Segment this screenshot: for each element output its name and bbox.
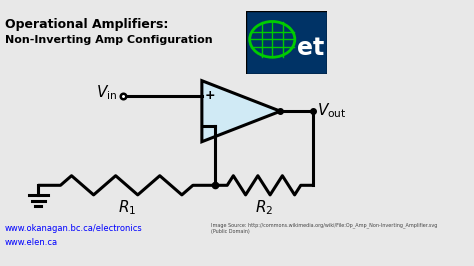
Text: $V_{\mathrm{out}}$: $V_{\mathrm{out}}$ (318, 101, 347, 120)
Text: −: − (204, 118, 216, 132)
FancyBboxPatch shape (246, 11, 327, 74)
Text: Operational Amplifiers:: Operational Amplifiers: (5, 18, 168, 31)
Text: Image Source: http://commons.wikimedia.org/wiki/File:Op_Amp_Non-Inverting_Amplif: Image Source: http://commons.wikimedia.o… (210, 222, 437, 234)
Text: +: + (204, 89, 215, 102)
Text: et: et (297, 36, 325, 60)
Text: www.okanagan.bc.ca/electronics: www.okanagan.bc.ca/electronics (5, 223, 143, 232)
Text: $R_1$: $R_1$ (118, 199, 136, 217)
Text: Non-Inverting Amp Configuration: Non-Inverting Amp Configuration (5, 35, 212, 45)
Text: $R_2$: $R_2$ (255, 199, 273, 217)
Text: $V_{\mathrm{in}}$: $V_{\mathrm{in}}$ (96, 84, 117, 102)
Polygon shape (202, 81, 280, 142)
Text: www.elen.ca: www.elen.ca (5, 238, 58, 247)
